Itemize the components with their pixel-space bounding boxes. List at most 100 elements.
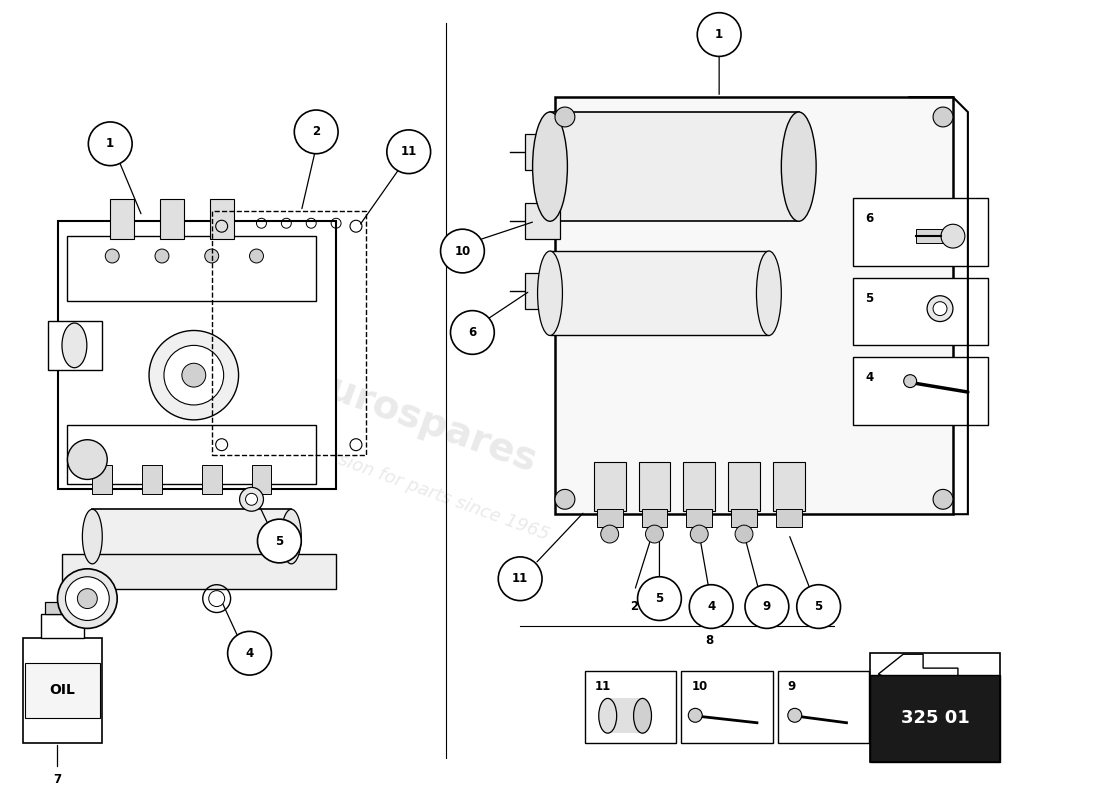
Circle shape bbox=[57, 569, 118, 629]
FancyBboxPatch shape bbox=[916, 229, 944, 243]
FancyBboxPatch shape bbox=[585, 671, 676, 742]
Circle shape bbox=[556, 107, 575, 127]
Circle shape bbox=[646, 525, 663, 543]
Circle shape bbox=[148, 330, 239, 420]
FancyBboxPatch shape bbox=[773, 462, 805, 511]
Text: 2: 2 bbox=[312, 126, 320, 138]
FancyBboxPatch shape bbox=[550, 251, 769, 335]
FancyBboxPatch shape bbox=[641, 510, 668, 527]
FancyBboxPatch shape bbox=[683, 462, 715, 511]
FancyBboxPatch shape bbox=[142, 465, 162, 494]
Text: 10: 10 bbox=[691, 680, 707, 693]
Circle shape bbox=[164, 346, 223, 405]
Text: 7: 7 bbox=[54, 773, 62, 786]
Text: 6: 6 bbox=[469, 326, 476, 339]
Circle shape bbox=[451, 310, 494, 354]
FancyBboxPatch shape bbox=[681, 671, 773, 742]
Circle shape bbox=[933, 107, 953, 127]
Circle shape bbox=[556, 490, 575, 510]
FancyBboxPatch shape bbox=[67, 425, 316, 485]
FancyBboxPatch shape bbox=[597, 510, 623, 527]
Circle shape bbox=[228, 631, 272, 675]
Circle shape bbox=[77, 589, 97, 609]
Text: 5: 5 bbox=[866, 292, 873, 305]
Text: 2: 2 bbox=[630, 600, 639, 613]
Ellipse shape bbox=[62, 323, 87, 368]
Circle shape bbox=[689, 708, 702, 722]
Ellipse shape bbox=[82, 510, 102, 564]
FancyBboxPatch shape bbox=[92, 465, 112, 494]
Circle shape bbox=[735, 525, 754, 543]
Text: 3: 3 bbox=[54, 654, 62, 666]
Circle shape bbox=[441, 229, 484, 273]
FancyBboxPatch shape bbox=[525, 203, 560, 239]
Circle shape bbox=[250, 249, 264, 263]
FancyBboxPatch shape bbox=[47, 321, 102, 370]
FancyBboxPatch shape bbox=[110, 199, 134, 239]
Text: 4: 4 bbox=[245, 646, 254, 660]
FancyBboxPatch shape bbox=[776, 510, 802, 527]
Circle shape bbox=[788, 708, 802, 722]
FancyBboxPatch shape bbox=[686, 510, 712, 527]
Circle shape bbox=[209, 590, 224, 606]
FancyBboxPatch shape bbox=[854, 358, 988, 425]
Text: 1: 1 bbox=[107, 138, 114, 150]
FancyBboxPatch shape bbox=[92, 510, 292, 564]
Polygon shape bbox=[878, 654, 958, 693]
Text: 5: 5 bbox=[814, 600, 823, 613]
Circle shape bbox=[240, 487, 264, 511]
FancyBboxPatch shape bbox=[854, 198, 988, 266]
Circle shape bbox=[295, 110, 338, 154]
FancyBboxPatch shape bbox=[67, 236, 316, 301]
FancyBboxPatch shape bbox=[732, 510, 757, 527]
Text: eurospares: eurospares bbox=[299, 360, 542, 480]
Circle shape bbox=[257, 519, 301, 563]
Ellipse shape bbox=[757, 251, 781, 335]
Circle shape bbox=[933, 302, 947, 315]
FancyBboxPatch shape bbox=[160, 199, 184, 239]
Text: 4: 4 bbox=[866, 371, 873, 384]
Text: 10: 10 bbox=[454, 245, 471, 258]
Text: 5: 5 bbox=[275, 534, 284, 547]
Circle shape bbox=[927, 296, 953, 322]
Text: 6: 6 bbox=[866, 212, 873, 226]
Circle shape bbox=[601, 525, 618, 543]
FancyBboxPatch shape bbox=[594, 462, 626, 511]
FancyBboxPatch shape bbox=[607, 698, 642, 733]
Circle shape bbox=[106, 249, 119, 263]
Circle shape bbox=[904, 374, 916, 387]
FancyBboxPatch shape bbox=[23, 638, 102, 742]
Ellipse shape bbox=[781, 112, 816, 222]
Circle shape bbox=[638, 577, 681, 621]
FancyBboxPatch shape bbox=[41, 614, 85, 638]
FancyBboxPatch shape bbox=[854, 278, 988, 346]
Text: 1: 1 bbox=[715, 28, 723, 41]
Circle shape bbox=[387, 130, 430, 174]
FancyBboxPatch shape bbox=[525, 134, 560, 170]
FancyBboxPatch shape bbox=[870, 675, 1000, 762]
Circle shape bbox=[67, 440, 107, 479]
Text: 4: 4 bbox=[707, 600, 715, 613]
FancyBboxPatch shape bbox=[728, 462, 760, 511]
FancyBboxPatch shape bbox=[45, 602, 80, 614]
Text: OIL: OIL bbox=[50, 683, 76, 698]
Circle shape bbox=[66, 577, 109, 621]
Ellipse shape bbox=[282, 510, 301, 564]
Circle shape bbox=[691, 525, 708, 543]
Ellipse shape bbox=[598, 698, 617, 733]
Text: 5: 5 bbox=[656, 592, 663, 605]
Ellipse shape bbox=[538, 251, 562, 335]
FancyBboxPatch shape bbox=[24, 663, 100, 718]
FancyBboxPatch shape bbox=[639, 462, 670, 511]
Circle shape bbox=[940, 224, 965, 248]
Text: 11: 11 bbox=[595, 680, 610, 693]
Text: 325 01: 325 01 bbox=[901, 710, 969, 727]
FancyBboxPatch shape bbox=[525, 273, 560, 309]
Circle shape bbox=[697, 13, 741, 57]
Ellipse shape bbox=[532, 112, 568, 222]
Text: 11: 11 bbox=[512, 572, 528, 586]
Text: a passion for parts since 1965: a passion for parts since 1965 bbox=[289, 434, 551, 544]
FancyBboxPatch shape bbox=[252, 465, 272, 494]
Circle shape bbox=[155, 249, 169, 263]
FancyBboxPatch shape bbox=[556, 97, 953, 514]
